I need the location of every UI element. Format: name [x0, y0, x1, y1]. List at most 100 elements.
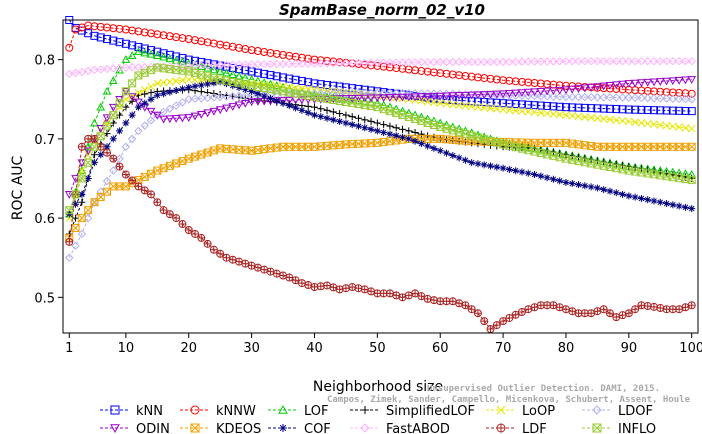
data-point — [115, 154, 124, 163]
y-tick-label: 0.5 — [34, 291, 55, 306]
data-point — [385, 107, 394, 116]
data-point — [90, 159, 98, 167]
data-point — [581, 182, 589, 190]
series-inflo — [65, 63, 696, 215]
data-point — [668, 88, 677, 97]
data-point — [461, 91, 470, 100]
data-point — [153, 198, 162, 207]
data-point — [687, 95, 696, 104]
data-point — [436, 57, 445, 67]
data-point — [134, 42, 143, 51]
data-point — [631, 105, 640, 114]
data-point — [197, 81, 205, 89]
data-point — [329, 59, 338, 68]
data-point — [77, 214, 86, 223]
data-point — [159, 107, 168, 117]
data-point — [473, 133, 482, 142]
data-point — [121, 55, 131, 63]
data-point — [297, 77, 306, 86]
data-point — [354, 284, 363, 293]
legend-label: KDEOS — [216, 422, 261, 434]
data-point — [78, 190, 86, 198]
data-point — [121, 142, 131, 151]
data-point — [348, 121, 356, 129]
data-point — [304, 78, 313, 87]
data-point — [172, 52, 181, 61]
data-point — [531, 171, 539, 179]
data-point — [656, 198, 664, 206]
data-point — [637, 194, 645, 202]
data-point — [681, 106, 690, 115]
data-point — [348, 58, 357, 68]
data-point — [618, 105, 627, 114]
data-point — [134, 47, 143, 55]
data-point — [398, 58, 407, 67]
data-point — [618, 93, 627, 102]
data-point — [568, 111, 577, 120]
data-point — [196, 110, 206, 119]
data-point — [172, 33, 181, 42]
data-point — [134, 126, 143, 136]
data-point — [687, 89, 696, 98]
data-point — [593, 93, 602, 102]
data-point — [147, 29, 156, 38]
data-point — [96, 65, 105, 74]
data-point — [197, 37, 206, 46]
data-point — [511, 310, 520, 319]
data-point — [354, 94, 363, 103]
data-point — [222, 92, 231, 101]
data-point — [587, 183, 595, 191]
data-point — [367, 117, 375, 125]
data-point — [235, 84, 243, 92]
data-point — [335, 89, 344, 98]
data-point — [561, 86, 571, 95]
data-point — [109, 111, 118, 120]
data-point — [77, 166, 87, 174]
data-point — [103, 121, 112, 130]
data-point — [234, 60, 244, 69]
data-point — [580, 56, 590, 66]
data-point — [681, 203, 689, 211]
legend-marker — [361, 406, 369, 414]
data-point — [555, 92, 564, 101]
data-point — [184, 114, 194, 122]
data-point — [574, 92, 583, 102]
legend-label: kNNW — [216, 404, 256, 419]
data-point — [203, 109, 212, 118]
data-point — [310, 103, 318, 111]
data-point — [499, 164, 507, 172]
data-point — [580, 84, 590, 93]
data-point — [536, 109, 545, 117]
data-point — [366, 58, 376, 68]
data-point — [109, 64, 118, 73]
data-point — [116, 127, 124, 135]
data-point — [687, 124, 696, 133]
data-point — [543, 80, 552, 89]
data-point — [675, 202, 683, 210]
legend-marker — [190, 423, 200, 433]
data-point — [134, 63, 143, 72]
x-tick-label: 50 — [369, 341, 386, 356]
data-point — [285, 59, 294, 69]
data-point — [448, 100, 457, 109]
data-point — [574, 103, 583, 112]
data-point — [461, 101, 470, 110]
data-point — [455, 154, 463, 162]
data-point — [637, 105, 646, 114]
data-point — [668, 77, 678, 86]
data-point — [587, 113, 595, 122]
data-point — [473, 309, 482, 318]
data-point — [530, 78, 539, 87]
data-point — [361, 116, 369, 124]
data-point — [568, 180, 576, 188]
data-point — [605, 104, 614, 113]
data-point — [178, 57, 187, 66]
data-point — [505, 57, 514, 67]
data-point — [499, 317, 508, 326]
data-point — [310, 283, 319, 292]
data-point — [203, 93, 212, 103]
data-point — [681, 123, 690, 132]
data-point — [593, 184, 601, 192]
x-tick-label: 70 — [495, 341, 512, 356]
data-point — [253, 68, 262, 77]
